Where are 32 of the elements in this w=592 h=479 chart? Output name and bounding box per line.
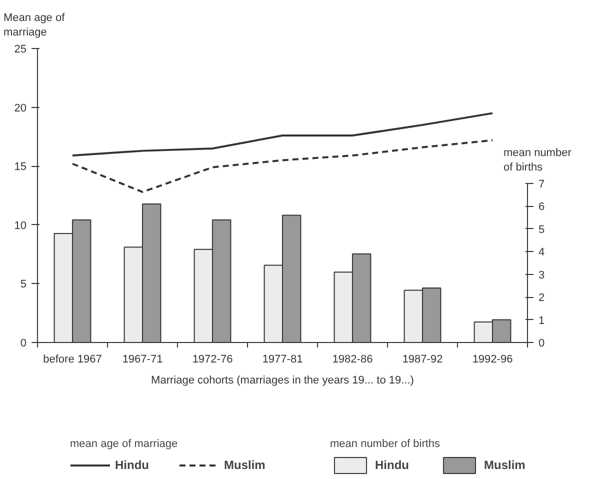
- x-tick-label: before 1967: [43, 354, 102, 366]
- y-tick-label: 20: [14, 102, 27, 114]
- y2-tick-label: 7: [538, 178, 545, 190]
- y2-axis-title: mean number of births: [504, 147, 572, 174]
- x-tick-label: 1982-86: [332, 354, 373, 366]
- legend-label: Muslim: [484, 458, 526, 472]
- text: mean number of births: [330, 438, 442, 450]
- x-tick-label: 1972-76: [192, 354, 233, 366]
- y2-tick-label: 5: [538, 224, 545, 236]
- y2-tick-label: 1: [538, 314, 545, 327]
- y-axis-title: Mean age of marriage: [4, 12, 66, 38]
- y-tick-label: 10: [14, 220, 27, 232]
- y-tick-label: 0: [20, 338, 27, 350]
- line-series: [72, 112, 494, 157]
- y-tick-label: 25: [14, 44, 27, 56]
- x-tick-label: 1992-96: [472, 354, 513, 366]
- x-axis-title: Marriage cohorts (marriages in the years 19... to 19...): [151, 374, 414, 386]
- legend-label: Hindu: [375, 458, 409, 472]
- x-tick-label: 1977-81: [262, 354, 303, 366]
- text: mean age of marriage: [70, 438, 179, 450]
- x-tick-label: 1967-71: [122, 354, 163, 366]
- y2-tick-label: 2: [538, 292, 545, 304]
- y-tick-label: 15: [14, 161, 27, 174]
- y2-tick-label: 3: [538, 269, 545, 282]
- x-tick-label: 1987-92: [402, 354, 443, 366]
- y2-tick-label: 0: [538, 338, 545, 350]
- y2-tick-label: 6: [538, 201, 545, 214]
- y2-tick-label: 4: [538, 246, 545, 259]
- line-series: [72, 139, 494, 193]
- y-tick-label: 5: [20, 278, 27, 291]
- legend-label: Hindu: [115, 458, 149, 472]
- legend-label: Muslim: [224, 458, 266, 472]
